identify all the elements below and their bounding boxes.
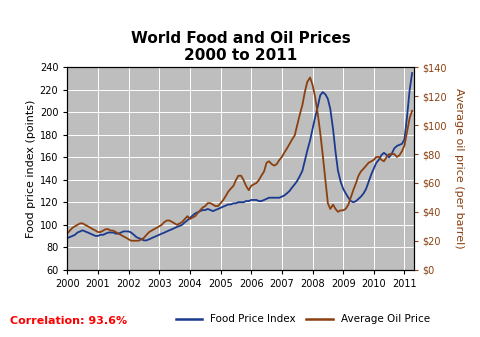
Food Price Index — [408, 71, 414, 75]
Average Oil Price — [105, 227, 111, 231]
Average Oil Price — [307, 75, 312, 80]
Food Price Index — [347, 199, 353, 203]
Average Oil Price — [393, 155, 399, 159]
Food Price Index — [345, 196, 350, 200]
Text: Correlation: 93.6%: Correlation: 93.6% — [10, 315, 127, 326]
Y-axis label: Average oil price (per barrel): Average oil price (per barrel) — [453, 88, 463, 249]
Y-axis label: Food price index (points): Food price index (points) — [25, 99, 36, 238]
Average Oil Price — [352, 181, 358, 185]
Food Price Index — [200, 208, 205, 212]
Food Price Index — [141, 238, 146, 242]
Food Price Index — [391, 146, 396, 150]
Average Oil Price — [200, 206, 205, 210]
Title: World Food and Oil Prices
2000 to 2011: World Food and Oil Prices 2000 to 2011 — [131, 31, 349, 63]
Average Oil Price — [128, 239, 134, 243]
Food Price Index — [105, 231, 111, 235]
Average Oil Price — [64, 232, 70, 236]
Legend: Food Price Index, Average Oil Price: Food Price Index, Average Oil Price — [171, 310, 433, 329]
Line: Average Oil Price: Average Oil Price — [67, 78, 411, 241]
Food Price Index — [349, 200, 355, 204]
Average Oil Price — [347, 195, 353, 200]
Food Price Index — [64, 236, 70, 240]
Average Oil Price — [349, 188, 355, 192]
Average Oil Price — [408, 109, 414, 113]
Line: Food Price Index: Food Price Index — [67, 73, 411, 240]
